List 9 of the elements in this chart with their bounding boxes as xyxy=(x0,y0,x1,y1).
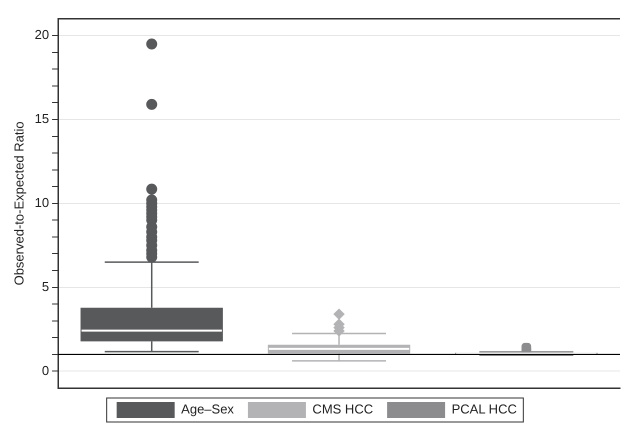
legend-label: PCAL HCC xyxy=(452,402,517,417)
y-tick-label: 0 xyxy=(42,362,50,378)
y-axis-title: Observed-to-Expected Ratio xyxy=(11,121,26,286)
legend-label: CMS HCC xyxy=(312,402,374,417)
y-tick-label: 10 xyxy=(34,194,50,210)
y-tick-label: 5 xyxy=(42,278,50,294)
y-tick-label: 15 xyxy=(34,111,50,126)
y-tick-label: 20 xyxy=(34,27,50,42)
legend-label: Age–Sex xyxy=(181,402,234,417)
